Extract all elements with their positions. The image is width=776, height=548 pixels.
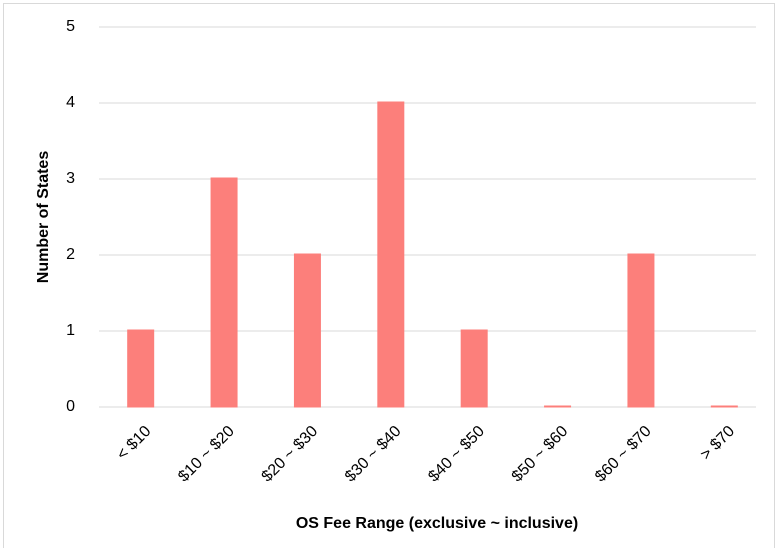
x-tick-label: $60 ~ $70 [592,423,655,486]
bar [293,253,321,408]
x-tick-label: $20 ~ $30 [259,423,322,486]
bar [710,405,738,408]
y-axis-title: Number of States [35,151,52,284]
y-tick-label: 3 [66,170,75,187]
x-tick-label: $40 ~ $50 [425,423,488,486]
bar [460,329,488,408]
x-tick-label: $50 ~ $60 [509,423,572,486]
y-tick-label: 2 [66,246,75,263]
y-tick-label: 0 [66,398,75,415]
y-tick-label: 5 [66,18,75,35]
bar [377,101,405,408]
x-tick-label: > $70 [697,423,738,464]
x-tick-label: $30 ~ $40 [342,423,405,486]
bar [627,253,655,408]
bar [210,177,238,408]
y-tick-label: 1 [66,322,75,339]
x-tick-label: $10 ~ $20 [175,423,238,486]
chart-frame [3,3,775,548]
x-tick-label: < $10 [114,423,155,464]
bar [544,405,572,408]
bar [127,329,155,408]
y-tick-label: 4 [66,94,75,111]
x-axis-title: OS Fee Range (exclusive ~ inclusive) [296,515,578,532]
